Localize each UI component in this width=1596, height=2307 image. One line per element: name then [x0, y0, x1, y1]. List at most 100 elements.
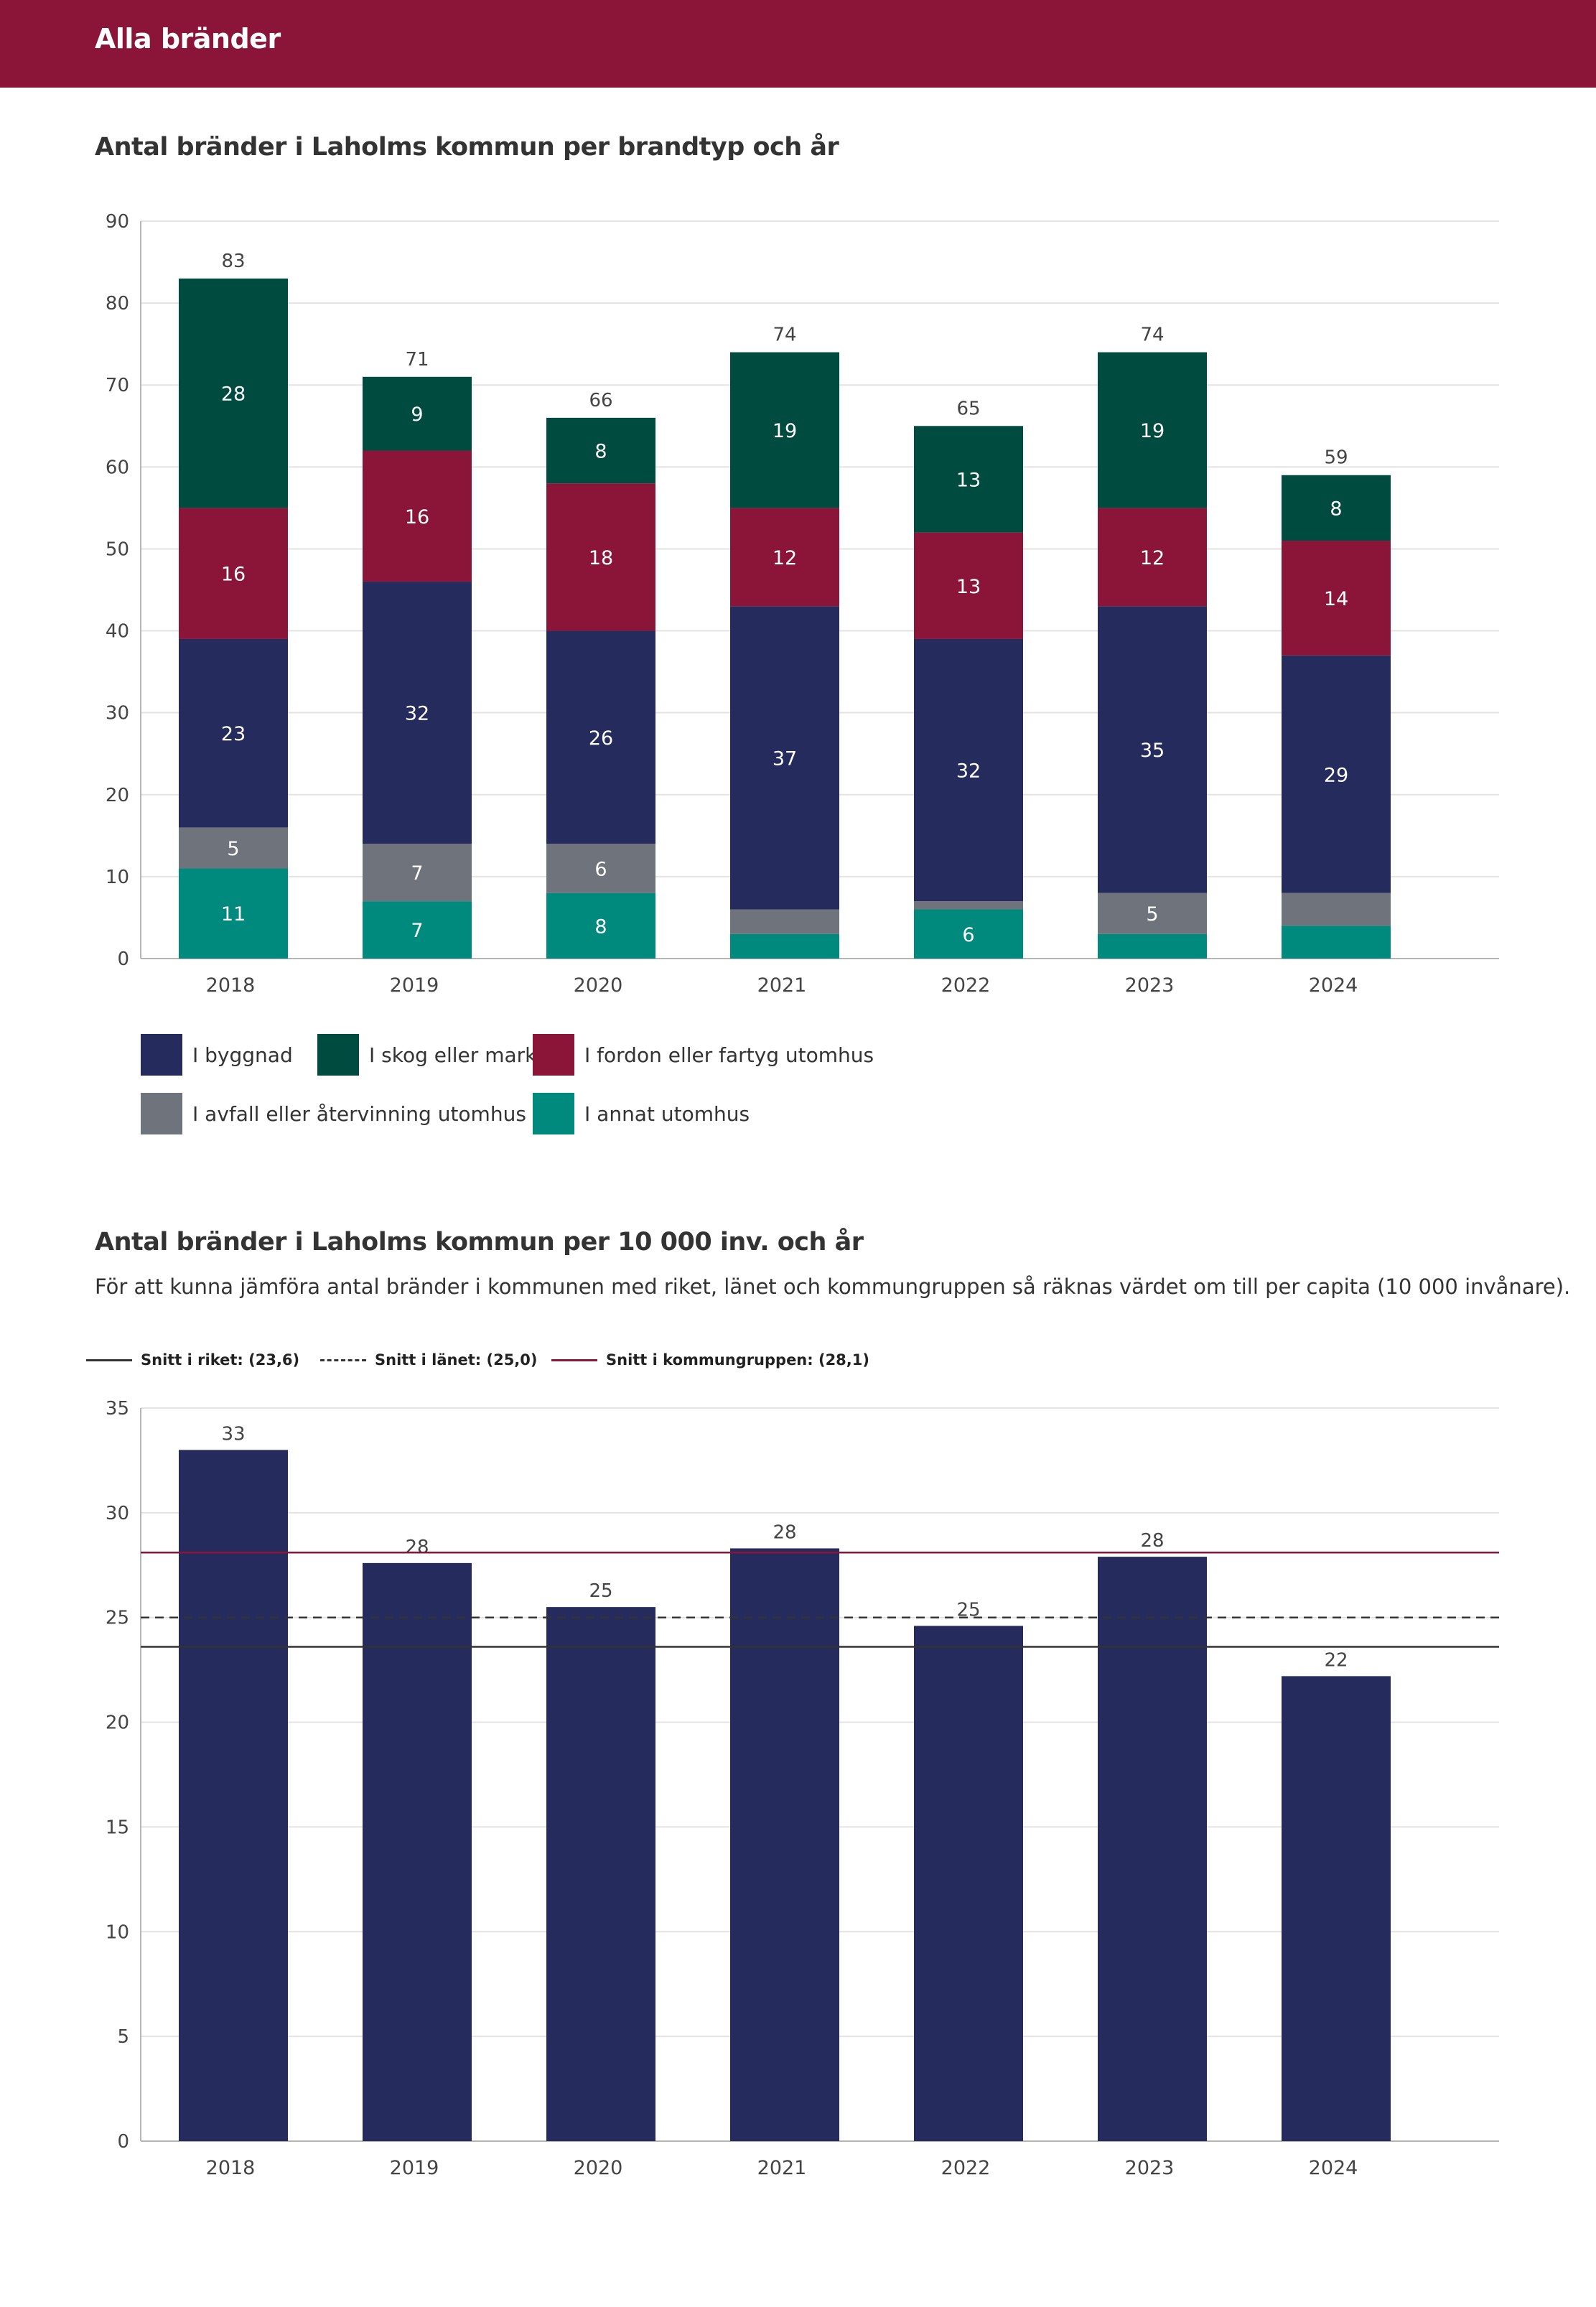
legend-item-avfall: I avfall eller återvinning utomhus [141, 1093, 526, 1134]
bar-segment-skog [1098, 352, 1207, 508]
chart1-title: Antal bränder i Laholms kommun per brand… [95, 133, 839, 162]
bar [914, 1626, 1023, 2141]
legend-label-skog: I skog eller mark [369, 1043, 537, 1067]
data-label: 6 [962, 924, 974, 946]
y-tick-label: 40 [106, 621, 129, 643]
data-label: 16 [221, 564, 246, 586]
ref-line-kommungrupp-sample [551, 1358, 597, 1361]
x-tick-label: 2020 [574, 2157, 623, 2179]
bar-segment-fordon [546, 483, 655, 631]
data-label: 8 [594, 441, 607, 463]
bar-segment-skog [730, 352, 839, 508]
bar-segment-annat [1098, 933, 1207, 959]
bar [179, 1450, 288, 2141]
data-label: 23 [221, 723, 246, 745]
x-tick-label: 2021 [757, 2157, 807, 2179]
ref-line-lanet-sample [320, 1358, 366, 1361]
data-label: 32 [956, 760, 981, 783]
x-tick-label: 2018 [206, 974, 256, 997]
data-label: 26 [589, 727, 613, 750]
bar-segment-annat [179, 868, 288, 959]
x-tick-label: 2024 [1309, 2157, 1358, 2179]
data-label: 12 [1140, 547, 1165, 569]
chart1-legend: I byggnad I skog eller mark I fordon ell… [141, 1034, 1218, 1142]
bar-segment-byggnad [1282, 655, 1391, 893]
y-tick-label: 5 [117, 2026, 129, 2048]
legend-swatch-fordon [533, 1034, 574, 1076]
y-tick-label: 30 [106, 703, 129, 724]
y-tick-label: 35 [106, 1398, 129, 1420]
bar-segment-fordon [179, 508, 288, 639]
data-label: 9 [411, 404, 423, 426]
data-label: 8 [1330, 498, 1342, 520]
x-tick-label: 2022 [941, 2157, 991, 2179]
bar-value-label: 28 [773, 1521, 796, 1543]
bar [730, 1548, 839, 2141]
legend-item-byggnad: I byggnad [141, 1034, 293, 1076]
y-tick-label: 25 [106, 1608, 129, 1629]
bar-value-label: 25 [589, 1580, 612, 1602]
y-tick-label: 20 [106, 1712, 129, 1734]
bar [1098, 1557, 1207, 2141]
x-tick-label: 2019 [390, 974, 439, 997]
y-tick-label: 30 [106, 1503, 129, 1524]
data-label: 8 [594, 915, 607, 938]
data-label: 11 [221, 903, 246, 926]
bar-segment-byggnad [546, 630, 655, 844]
total-label: 83 [221, 251, 245, 272]
y-tick-label: 60 [106, 457, 129, 478]
data-label: 14 [1324, 588, 1348, 610]
y-tick-label: 0 [117, 949, 129, 970]
ref-legend-lanet: Snitt i länet: (25,0) [320, 1351, 538, 1369]
data-label: 29 [1324, 764, 1348, 786]
chart2-subtitle: För att kunna jämföra antal bränder i ko… [95, 1274, 1571, 1299]
legend-label-annat: I annat utomhus [584, 1101, 750, 1126]
ref-label-riket: Snitt i riket: (23,6) [141, 1351, 300, 1369]
page-header: Alla bränder [0, 0, 1596, 88]
data-label: 32 [405, 703, 429, 725]
legend-label-byggnad: I byggnad [192, 1043, 293, 1067]
bar [1282, 1676, 1391, 2141]
bar-segment-avfall [1098, 892, 1207, 934]
data-label: 7 [411, 920, 423, 942]
bar-segment-skog [179, 278, 288, 508]
data-label: 28 [221, 383, 246, 406]
bar-segment-fordon [1098, 508, 1207, 607]
ref-label-lanet: Snitt i länet: (25,0) [375, 1351, 538, 1369]
reference-line-legend: Snitt i riket: (23,6) Snitt i länet: (25… [86, 1351, 948, 1377]
y-tick-label: 20 [106, 785, 129, 806]
bar-segment-annat [546, 892, 655, 959]
bar-segment-avfall [914, 901, 1023, 910]
bar-value-label: 33 [221, 1423, 245, 1445]
ref-legend-riket: Snitt i riket: (23,6) [86, 1351, 299, 1369]
bar-segment-byggnad [363, 582, 472, 844]
bar-segment-fordon [914, 532, 1023, 639]
total-label: 65 [956, 398, 980, 419]
bar-segment-avfall [730, 909, 839, 934]
bar-segment-avfall [1282, 892, 1391, 926]
per-capita-bar-chart: 0510152025303533201828201925202028202125… [106, 1398, 1499, 2179]
data-label: 5 [227, 838, 239, 860]
bar-segment-annat [914, 909, 1023, 959]
bar-segment-fordon [1282, 541, 1391, 656]
y-tick-label: 15 [106, 1817, 129, 1838]
total-label: 74 [773, 325, 796, 346]
bar-segment-avfall [179, 827, 288, 869]
data-label: 37 [773, 747, 797, 770]
page-title: Alla bränder [95, 23, 281, 55]
data-label: 7 [411, 862, 423, 885]
data-label: 35 [1140, 740, 1165, 762]
total-label: 74 [1140, 325, 1164, 346]
bar-segment-avfall [546, 844, 655, 893]
bar-value-label: 22 [1324, 1649, 1348, 1671]
x-tick-label: 2023 [1125, 974, 1175, 997]
data-label: 18 [589, 547, 613, 569]
data-label: 12 [773, 547, 797, 569]
x-tick-label: 2018 [206, 2157, 256, 2179]
y-tick-label: 10 [106, 1921, 129, 1943]
x-tick-label: 2021 [757, 974, 807, 997]
bar-segment-annat [730, 933, 839, 959]
bar-segment-byggnad [914, 638, 1023, 902]
x-tick-label: 2024 [1309, 974, 1358, 997]
legend-swatch-byggnad [141, 1034, 182, 1076]
